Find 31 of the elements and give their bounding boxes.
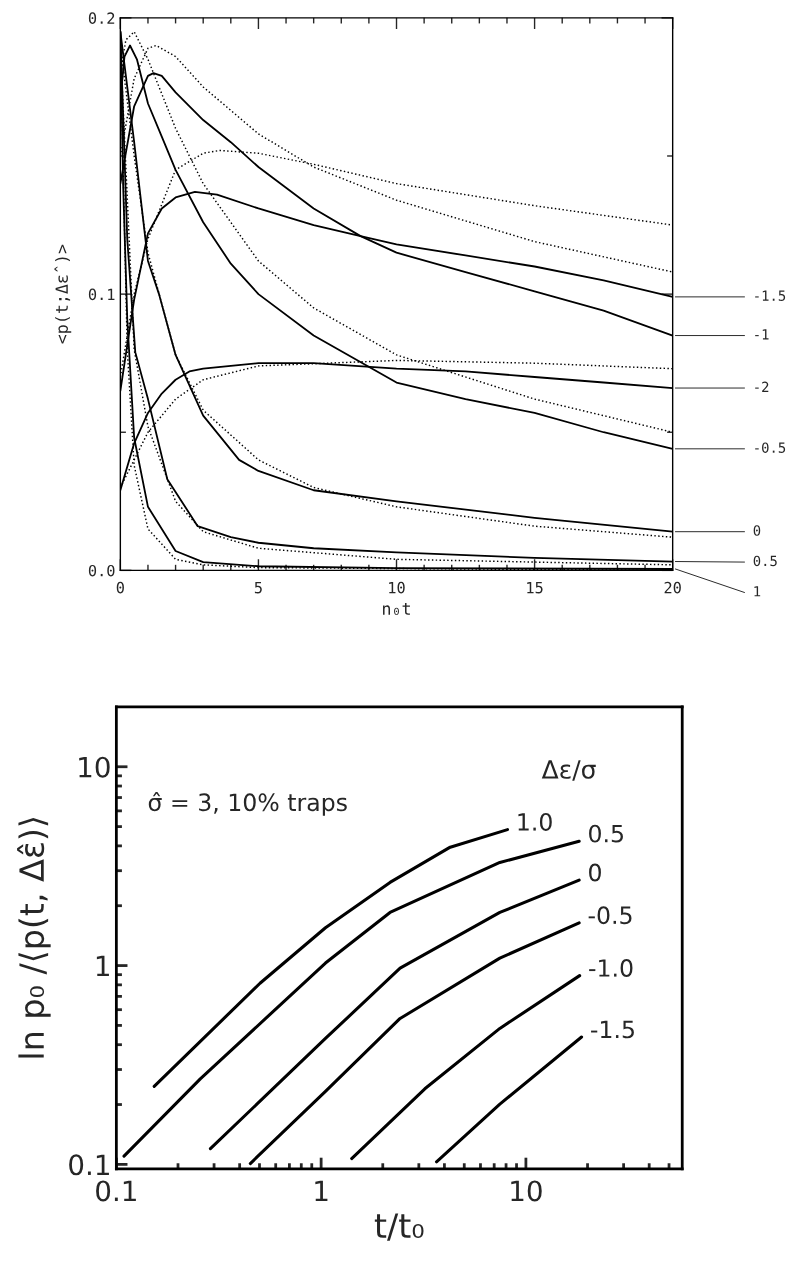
x-tick-label: 0 (116, 581, 124, 594)
legend-label: 0 (753, 525, 761, 536)
y-tick-label: 1 (96, 955, 109, 977)
legend-title: Δε/σ (541, 760, 596, 781)
x-axis-title: t/t₀ (374, 1213, 424, 1241)
y-axis-title: ln p₀ /⟨p(t, Δε̂)⟩ (17, 818, 51, 1058)
x-tick-label: 1 (315, 1180, 328, 1202)
series-label: 0 (589, 863, 601, 882)
y-axis-title: <p(t;Δε̂)> (54, 244, 72, 344)
series-label: -0.5 (588, 906, 632, 925)
y-tick-label: 0.1 (69, 1154, 109, 1176)
legend-label: -1.5 (755, 290, 786, 301)
x-tick-label: 10 (511, 1180, 542, 1202)
series-label: 0.5 (589, 824, 623, 843)
y-tick-label: 0.1 (88, 288, 115, 301)
x-tick-label: 20 (664, 581, 681, 594)
y-tick-label: 0.2 (88, 12, 115, 24)
series-label: -1.5 (591, 1020, 634, 1039)
x-tick-label: 15 (527, 582, 543, 594)
legend-label: 0.5 (753, 555, 777, 567)
x-axis-title: n₀t (383, 602, 410, 615)
y-tick-label: 10 (79, 756, 110, 778)
y-tick-label: 0.0 (88, 564, 115, 577)
series-label: -1.0 (589, 959, 633, 977)
series-label: 1.0 (518, 813, 552, 831)
annotation: σ̂ = 3, 10% traps (148, 792, 347, 816)
legend-label: -0.5 (755, 442, 786, 453)
x-tick-label: 5 (254, 582, 262, 594)
legend-label: -1 (755, 329, 769, 340)
x-tick-label: 10 (389, 581, 405, 594)
legend-label: -2 (755, 381, 769, 392)
